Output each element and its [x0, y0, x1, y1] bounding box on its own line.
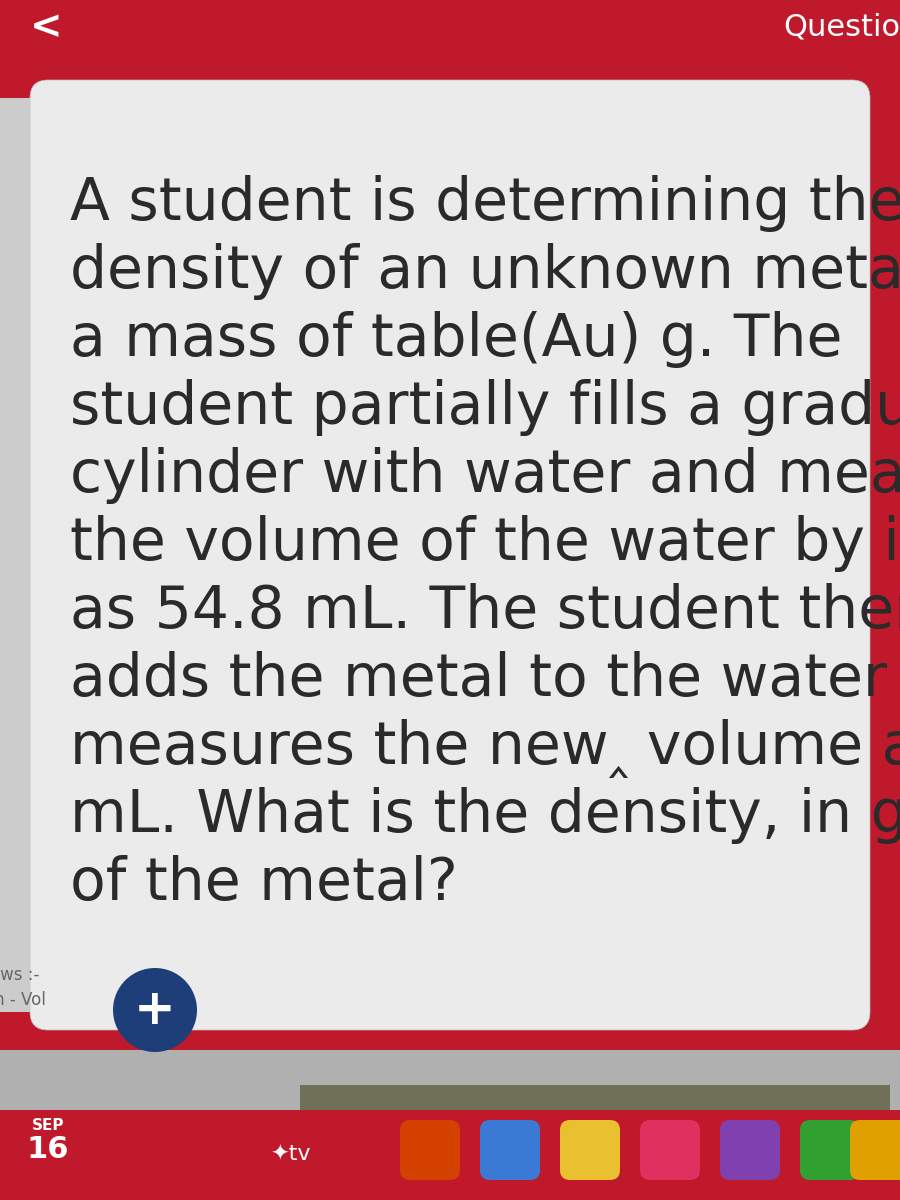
FancyBboxPatch shape — [800, 1120, 860, 1180]
Text: of the metal?: of the metal? — [70, 854, 458, 912]
FancyBboxPatch shape — [720, 1120, 780, 1180]
Text: <: < — [30, 8, 62, 46]
Text: as 54.8 mL. The student then: as 54.8 mL. The student then — [70, 583, 900, 640]
Text: density of an unknown metal with: density of an unknown metal with — [70, 242, 900, 300]
Text: on - Vol: on - Vol — [0, 991, 46, 1009]
FancyBboxPatch shape — [560, 1120, 620, 1180]
Text: mL. What is the density, in g/mL,: mL. What is the density, in g/mL, — [70, 787, 900, 844]
Text: ows :-: ows :- — [0, 966, 40, 984]
Text: +: + — [134, 986, 176, 1034]
FancyBboxPatch shape — [30, 80, 870, 1030]
Text: student partially fills a graduated: student partially fills a graduated — [70, 379, 900, 436]
Text: A student is determining the: A student is determining the — [70, 175, 900, 232]
FancyBboxPatch shape — [850, 1120, 900, 1180]
Text: the volume of the water by itself: the volume of the water by itself — [70, 515, 900, 572]
Text: measures the new‸ volume as 87.3: measures the new‸ volume as 87.3 — [70, 719, 900, 778]
Text: adds the metal to the water and: adds the metal to the water and — [70, 650, 900, 708]
FancyBboxPatch shape — [0, 98, 30, 1012]
FancyBboxPatch shape — [300, 1085, 890, 1110]
FancyBboxPatch shape — [640, 1120, 700, 1180]
FancyBboxPatch shape — [0, 1110, 900, 1200]
Text: a mass of table(Au) g. The: a mass of table(Au) g. The — [70, 311, 842, 368]
FancyBboxPatch shape — [0, 1050, 900, 1110]
Text: Questio: Questio — [783, 12, 900, 42]
FancyBboxPatch shape — [400, 1120, 460, 1180]
Text: ✦tv: ✦tv — [270, 1145, 310, 1165]
Text: SEP: SEP — [32, 1118, 64, 1133]
Text: cylinder with water and measures: cylinder with water and measures — [70, 446, 900, 504]
FancyBboxPatch shape — [480, 1120, 540, 1180]
Text: 16: 16 — [27, 1135, 69, 1164]
Circle shape — [113, 968, 197, 1052]
